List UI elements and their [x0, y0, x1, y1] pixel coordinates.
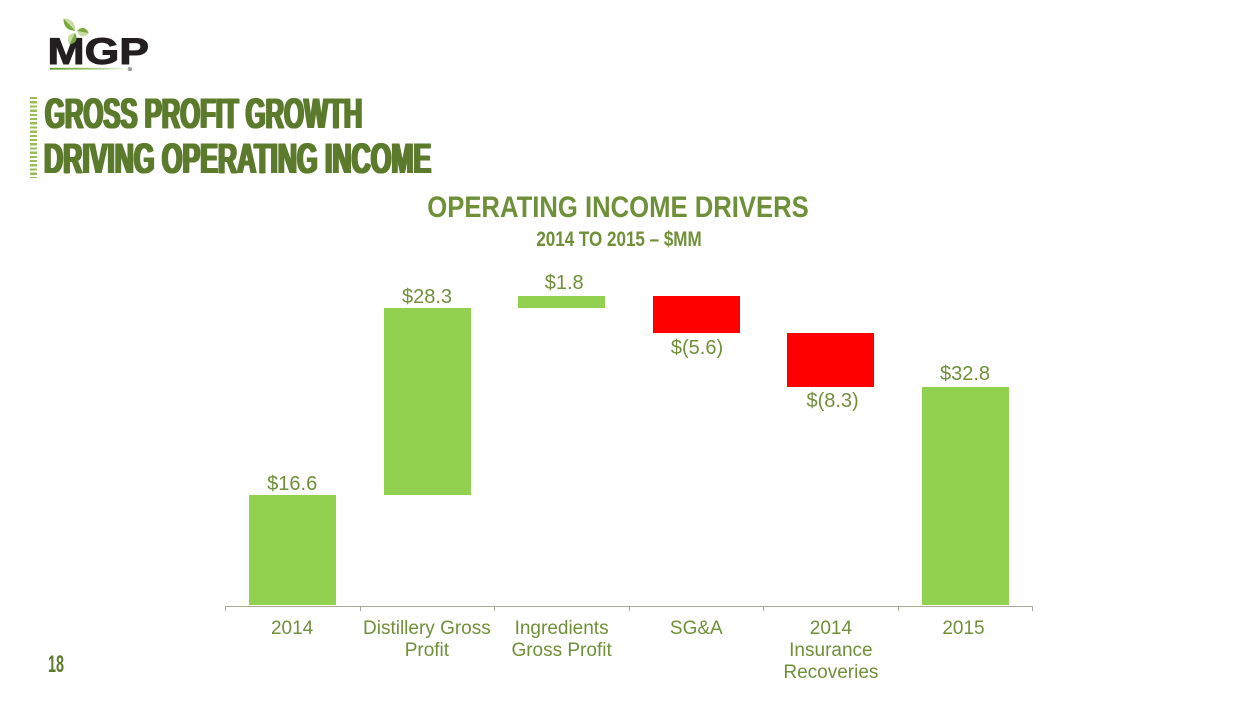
svg-text:MGP: MGP [48, 31, 150, 73]
svg-text:R: R [129, 67, 132, 71]
